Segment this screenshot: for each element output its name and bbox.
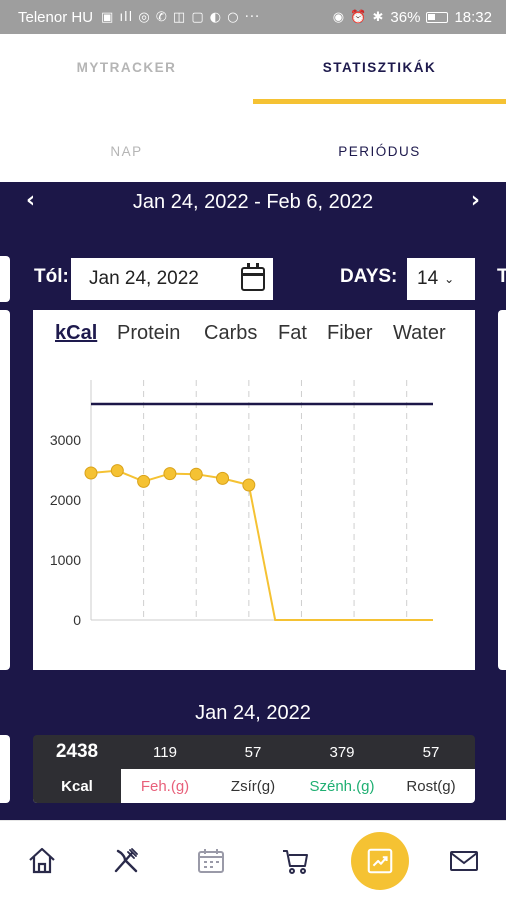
metric-tab-protein[interactable]: Protein (117, 322, 181, 344)
summary-values-row: 2438 119 57 379 57 (33, 735, 475, 769)
selected-day-date: Jan 24, 2022 (195, 702, 311, 724)
from-date-input[interactable]: Jan 24, 2022 (71, 258, 273, 300)
fat-value: 57 (244, 743, 262, 761)
tab-mytracker[interactable]: MYTRACKER (76, 59, 177, 75)
days-value: 14 (417, 268, 439, 289)
clock: 18:32 (454, 8, 492, 26)
date-range-header: ‹ Jan 24, 2022 - Feb 6, 2022 › (0, 182, 506, 222)
days-select[interactable]: 14 ⌄ (407, 258, 475, 300)
subtab-day[interactable]: NAP (110, 143, 143, 159)
battery-percent: 36% (390, 8, 421, 26)
nav-diary-button[interactable] (191, 841, 231, 881)
prev-card-peek (0, 256, 10, 302)
metric-tab-fiber[interactable]: Fiber (327, 322, 373, 344)
next-chart-peek (498, 310, 506, 670)
data-point (110, 464, 124, 478)
nav-food-button[interactable] (106, 841, 146, 881)
prev-summary-peek (0, 735, 10, 803)
next-card-label-peek: T (497, 266, 506, 287)
chevron-down-icon: ⌄ (444, 272, 455, 286)
data-point (137, 474, 151, 488)
nav-home-button[interactable] (22, 841, 62, 881)
home-icon (29, 847, 55, 874)
metric-tab-fat[interactable]: Fat (278, 322, 307, 344)
system-status-icons: ◉ ⏰ ✱ (332, 9, 385, 25)
prev-chart-peek (0, 310, 10, 670)
carbs-value: 379 (329, 743, 355, 761)
y-tick-label: 3000 (50, 432, 81, 448)
from-date-value: Jan 24, 2022 (89, 268, 199, 289)
carrier-name: Telenor HU (18, 8, 94, 26)
metric-tab-water[interactable]: Water (393, 322, 446, 344)
nav-statistics-button[interactable] (351, 832, 409, 890)
metric-tab-carbs[interactable]: Carbs (204, 322, 258, 344)
chart-icon (367, 848, 393, 874)
battery-icon (426, 11, 449, 23)
metric-tab-kcal[interactable]: kCal (55, 322, 98, 344)
statistics-panel: ‹ Jan 24, 2022 - Feb 6, 2022 › Tól: Jan … (0, 182, 506, 820)
tab-statistics[interactable]: STATISZTIKÁK (253, 34, 506, 106)
y-tick-label: 0 (73, 612, 81, 628)
day-summary: 2438 119 57 379 57 Kcal Feh.(g) Zsír(g) … (33, 735, 475, 803)
kcal-value: 2438 (55, 741, 99, 762)
fiber-value: 57 (422, 743, 440, 761)
data-point (216, 471, 230, 485)
from-label: Tól: (34, 266, 69, 287)
protein-label: Feh.(g) (140, 777, 190, 795)
nav-shop-button[interactable] (276, 841, 316, 881)
kcal-line-chart: 0 1000 2000 3000 (50, 380, 433, 628)
kcal-series-line (90, 469, 433, 621)
data-point (163, 467, 177, 481)
calendar-icon (198, 849, 224, 873)
y-tick-label: 2000 (50, 492, 81, 508)
nav-messages-button[interactable] (444, 841, 484, 881)
next-period-button[interactable]: › (470, 188, 480, 213)
kcal-label: Kcal (33, 769, 121, 803)
metric-tabs: kCal Protein Carbs Fat Fiber Water (33, 322, 475, 352)
data-point (242, 478, 256, 492)
main-tabs: MYTRACKER STATISZTIKÁK (0, 34, 506, 106)
cart-icon (283, 850, 308, 874)
y-tick-label: 1000 (50, 552, 81, 568)
fat-label: Zsír(g) (230, 777, 276, 795)
data-point (189, 467, 203, 481)
status-icons: ▣ ıll ◎ ✆ ◫ ▢ ◐ ○ ··· (101, 9, 261, 25)
protein-value: 119 (153, 743, 177, 761)
mail-icon (450, 851, 478, 871)
status-bar: Telenor HU ▣ ıll ◎ ✆ ◫ ▢ ◐ ○ ··· ◉ ⏰ ✱ 3… (0, 0, 506, 34)
calendar-icon[interactable] (241, 263, 265, 291)
sub-tabs: NAP PERIÓDUS (0, 120, 506, 182)
data-point (84, 466, 98, 480)
fork-knife-icon (114, 848, 138, 873)
chart-card: kCal Protein Carbs Fat Fiber Water 0 1000… (33, 310, 475, 670)
summary-labels-row: Kcal Feh.(g) Zsír(g) Szénh.(g) Rost(g) (33, 769, 475, 803)
days-label: DAYS: (340, 266, 398, 287)
date-range-title: Jan 24, 2022 - Feb 6, 2022 (132, 190, 374, 213)
previous-period-button[interactable]: ‹ (26, 188, 36, 213)
subtab-period[interactable]: PERIÓDUS (338, 143, 421, 159)
bottom-navigation (0, 820, 506, 900)
carbs-label: Szénh.(g) (309, 777, 375, 795)
fiber-label: Rost(g) (406, 777, 456, 795)
